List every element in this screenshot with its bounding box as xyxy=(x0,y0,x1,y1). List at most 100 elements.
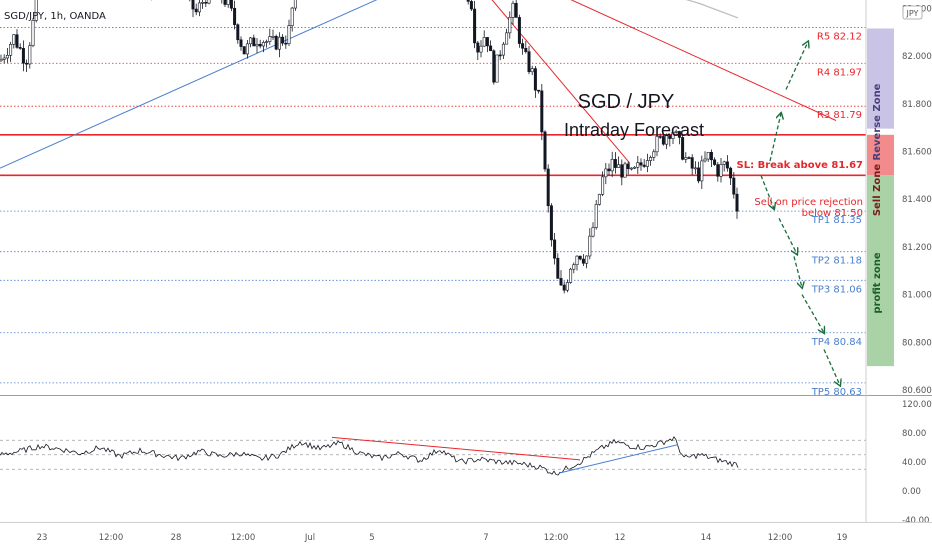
candle-body xyxy=(194,8,198,13)
rsi-line[interactable] xyxy=(0,436,739,476)
candle-body xyxy=(687,157,691,159)
candle-body xyxy=(277,36,281,50)
candle-body xyxy=(572,264,576,270)
trendline-3[interactable] xyxy=(475,0,837,121)
stop-loss-label: SL: Break above 81.67 xyxy=(737,160,864,171)
candle-body xyxy=(569,268,573,283)
candle-body xyxy=(479,45,483,53)
forecast-arrow-1[interactable] xyxy=(760,175,774,208)
candle-body xyxy=(258,43,262,47)
candle-body xyxy=(725,161,729,169)
profit-zone xyxy=(867,175,894,367)
sell-instruction-line-2: below 81.50 xyxy=(802,208,863,219)
candle-body xyxy=(613,159,617,168)
candle-body xyxy=(508,17,512,34)
rsi-tick-label: 120.00 xyxy=(902,400,932,410)
candle-body xyxy=(34,0,38,21)
candle-body xyxy=(556,257,560,279)
price-tick-label: 81.800 xyxy=(902,100,932,110)
candle-body xyxy=(690,157,694,169)
time-tick-label: 12:00 xyxy=(544,533,569,543)
forecast-arrow-5[interactable] xyxy=(823,349,840,385)
candle-body xyxy=(594,204,598,228)
candle-body xyxy=(268,36,272,42)
candle-body xyxy=(21,48,25,64)
trendline-layer xyxy=(0,0,837,169)
rsi-axis[interactable]: 120.00 80.00 40.00 0.00 -40.00 xyxy=(902,400,932,526)
time-tick-label: 23 xyxy=(37,533,48,543)
candle-body xyxy=(527,51,531,73)
forecast-arrow-4[interactable] xyxy=(801,294,824,333)
level-label-tp2: TP2 81.18 xyxy=(811,256,862,267)
forecast-arrows-layer xyxy=(760,42,840,385)
candles-layer xyxy=(0,0,739,294)
zone-layer xyxy=(867,28,894,367)
currency-badge[interactable] xyxy=(902,5,923,20)
price-tick-label: 80.600 xyxy=(902,386,932,396)
candle-body xyxy=(466,0,470,2)
candle-body xyxy=(501,43,505,56)
candle-body xyxy=(588,235,592,257)
candle-body xyxy=(674,131,678,133)
rsi-tick-label: 40.00 xyxy=(902,458,926,468)
candle-body xyxy=(524,48,528,52)
time-tick-label: 19 xyxy=(837,533,848,543)
candle-body xyxy=(601,176,605,195)
symbol-label[interactable]: SGD/JPY, 1h, OANDA xyxy=(4,11,106,22)
sell-instruction-line-1: Sell on price rejection xyxy=(754,197,863,208)
candle-body xyxy=(719,164,723,177)
candle-body xyxy=(553,239,557,259)
candle-body xyxy=(197,2,201,13)
rsi-trendline-1[interactable] xyxy=(331,436,581,461)
candle-body xyxy=(530,68,534,73)
candle-body xyxy=(639,162,643,166)
forecast-arrow-6[interactable] xyxy=(769,113,781,162)
candle-body xyxy=(476,42,480,53)
candle-body xyxy=(511,2,515,18)
candle-body xyxy=(652,151,656,158)
time-tick-label: 14 xyxy=(701,533,712,543)
moving-average-line[interactable] xyxy=(470,0,739,19)
price-tick-label: 81.200 xyxy=(902,243,932,253)
candle-body xyxy=(533,68,537,91)
time-tick-label: 12 xyxy=(615,533,626,543)
chart-subtitle: Intraday Forecast xyxy=(564,120,704,140)
forecast-arrow-7[interactable] xyxy=(785,42,808,90)
candle-body xyxy=(732,177,736,195)
candle-body xyxy=(684,157,688,160)
time-tick-label: 28 xyxy=(171,533,182,543)
rsi-panel xyxy=(0,436,866,476)
candle-body xyxy=(681,137,685,160)
candle-body xyxy=(658,136,662,138)
forecast-arrow-3[interactable] xyxy=(793,256,802,287)
time-tick-label: 5 xyxy=(369,533,374,543)
trendline-2[interactable] xyxy=(455,0,631,164)
candle-body xyxy=(610,159,614,172)
candle-body xyxy=(31,20,35,46)
level-label-tp1: TP1 81.35 xyxy=(811,215,862,226)
candle-body xyxy=(492,50,496,83)
candle-body xyxy=(28,45,32,65)
candle-body xyxy=(665,135,669,145)
candle-body xyxy=(661,136,665,145)
trendline-1[interactable] xyxy=(0,0,448,169)
price-tick-label: 81.400 xyxy=(902,195,932,205)
candle-body xyxy=(649,157,653,161)
rsi-tick-label: -40.00 xyxy=(902,516,929,526)
candle-body xyxy=(252,37,256,47)
profit-zone-label: profit zone xyxy=(872,252,883,313)
rsi-trendline-2[interactable] xyxy=(559,444,679,474)
candle-body xyxy=(498,54,502,57)
reverse-zone xyxy=(867,28,894,129)
candle-body xyxy=(18,47,22,49)
forecast-arrow-2[interactable] xyxy=(778,217,797,254)
moving-average-layer xyxy=(470,0,739,19)
time-axis[interactable]: 23 12:00 28 12:00 Jul 5 7 12:00 12 14 12:00 19 xyxy=(37,533,848,543)
candle-body xyxy=(191,0,195,10)
candle-body xyxy=(236,24,240,41)
candle-body xyxy=(607,168,611,172)
candle-body xyxy=(505,32,509,45)
candle-body xyxy=(617,164,621,168)
candle-body xyxy=(655,136,659,153)
